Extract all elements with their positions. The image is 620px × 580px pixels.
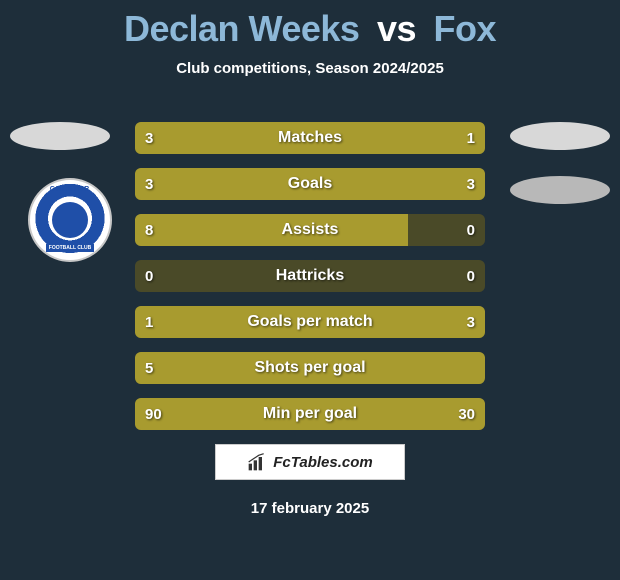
subtitle: Club competitions, Season 2024/2025: [0, 60, 620, 77]
chart-icon: [247, 452, 267, 472]
stat-row: 31Matches: [135, 122, 485, 154]
bar-label: Goals: [135, 168, 485, 200]
footer-brand: FcTables.com: [215, 444, 405, 480]
stat-row: 9030Min per goal: [135, 398, 485, 430]
bar-label: Hattricks: [135, 260, 485, 292]
crest-bottom-text: FOOTBALL CLUB: [46, 244, 94, 252]
bar-label: Goals per match: [135, 306, 485, 338]
stat-row: 13Goals per match: [135, 306, 485, 338]
club-crest: CHESTER FOOTBALL CLUB: [28, 178, 112, 262]
stat-row: 00Hattricks: [135, 260, 485, 292]
vs-text: vs: [377, 8, 416, 49]
page-title: Declan Weeks vs Fox: [0, 0, 620, 50]
stat-row: 33Goals: [135, 168, 485, 200]
footer-brand-text: FcTables.com: [273, 454, 372, 471]
stat-row: 5Shots per goal: [135, 352, 485, 384]
player1-badge-placeholder: [10, 122, 110, 150]
stat-row: 80Assists: [135, 214, 485, 246]
crest-top-text: CHESTER: [50, 186, 90, 193]
footer-date: 17 february 2025: [0, 500, 620, 517]
bar-label: Shots per goal: [135, 352, 485, 384]
crest-inner-icon: [52, 202, 88, 238]
player1-name: Declan Weeks: [124, 8, 359, 49]
bar-label: Matches: [135, 122, 485, 154]
bar-label: Assists: [135, 214, 485, 246]
bar-label: Min per goal: [135, 398, 485, 430]
player2-badge-placeholder-2: [510, 176, 610, 204]
player2-name: Fox: [434, 8, 497, 49]
player2-badge-placeholder-1: [510, 122, 610, 150]
stats-bars: 31Matches 33Goals 80Assists 00Hattricks 13Go…: [135, 122, 485, 444]
